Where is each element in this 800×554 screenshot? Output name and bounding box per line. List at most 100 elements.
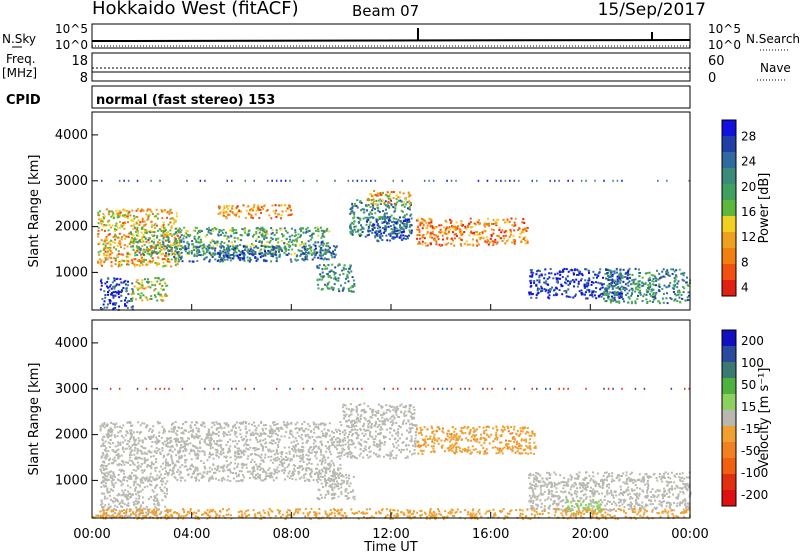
- power-cell: [247, 248, 250, 251]
- power-cell: [675, 269, 678, 272]
- power-cell: [488, 222, 490, 225]
- power-cell: [174, 240, 177, 243]
- power-cell: [270, 255, 273, 257]
- power-cell: [133, 217, 136, 220]
- power-cell: [618, 277, 621, 280]
- power-cell: [375, 230, 378, 233]
- power-cell: [667, 274, 670, 277]
- power-cell: [125, 304, 128, 307]
- velocity-cell: [133, 474, 135, 477]
- power-cell: [288, 235, 291, 238]
- velocity-cell: [207, 429, 210, 432]
- power-cell: [384, 225, 387, 227]
- power-cell: [627, 301, 630, 304]
- power-cell: [132, 234, 135, 237]
- power-cell: [397, 218, 400, 221]
- power-cell: [123, 260, 126, 262]
- power-cell: [652, 280, 655, 283]
- power-cell: [199, 229, 202, 232]
- power-cell: [271, 179, 273, 182]
- power-cell: [131, 228, 134, 231]
- power-cell: [625, 288, 628, 291]
- power-cell: [377, 231, 380, 233]
- power-cell: [347, 179, 350, 182]
- power-cell: [135, 222, 138, 225]
- power-cell: [586, 285, 589, 288]
- power-cell: [250, 250, 253, 253]
- power-cell: [137, 288, 139, 291]
- power-cell: [639, 272, 641, 274]
- power-cell: [245, 209, 248, 212]
- velocity-cell: [320, 430, 323, 433]
- power-cell: [119, 243, 122, 246]
- power-cell: [529, 275, 532, 278]
- power-cell: [522, 231, 525, 234]
- power-cell: [636, 297, 639, 300]
- velocity-cell: [258, 434, 261, 437]
- velocity-cell: [297, 472, 300, 475]
- power-cell: [104, 250, 107, 253]
- power-cell: [127, 256, 130, 259]
- power-cell: [150, 253, 153, 256]
- velocity-cell: [164, 467, 167, 470]
- velocity-cell: [170, 456, 173, 458]
- power-cell: [131, 288, 134, 290]
- power-cell: [584, 279, 587, 282]
- velocity-cell: [212, 421, 215, 424]
- velocity-cell: [298, 466, 301, 469]
- power-cell: [184, 245, 187, 248]
- velocity-cell: [137, 464, 140, 467]
- power-cell: [284, 204, 287, 207]
- power-cell: [583, 285, 586, 287]
- power-cell: [291, 243, 294, 246]
- power-cell: [151, 213, 154, 215]
- power-cell: [238, 215, 241, 218]
- power-cell: [223, 234, 226, 237]
- power-cell: [151, 234, 154, 237]
- power-cell: [147, 249, 150, 252]
- power-cell: [637, 294, 639, 297]
- power-cell: [467, 224, 470, 227]
- power-cell: [418, 229, 421, 232]
- power-cell: [98, 214, 101, 217]
- velocity-cell: [237, 480, 240, 483]
- power-cell: [180, 234, 183, 237]
- power-cell: [473, 231, 475, 234]
- power-cell: [308, 229, 311, 232]
- power-cell: [369, 211, 372, 214]
- power-cell: [158, 246, 161, 249]
- velocity-cell: [307, 458, 310, 461]
- power-cell: [267, 249, 270, 252]
- noise-tick-left-hi: 10^5: [55, 22, 88, 36]
- power-cell: [270, 249, 273, 252]
- power-cell: [170, 248, 173, 251]
- power-cell: [640, 285, 643, 288]
- power-cell: [460, 244, 463, 247]
- velocity-cell: [107, 436, 109, 439]
- power-cell: [561, 293, 564, 296]
- power-cell: [287, 248, 290, 251]
- power-cell: [304, 258, 307, 260]
- velocity-cell: [306, 433, 309, 436]
- power-cell: [105, 242, 108, 245]
- power-cell: [680, 272, 683, 275]
- velocity-cell: [299, 460, 302, 463]
- power-cell: [399, 216, 401, 219]
- power-cell: [486, 179, 489, 182]
- power-cell: [425, 227, 428, 230]
- power-cell: [458, 228, 461, 231]
- velocity-cell: [214, 467, 217, 470]
- power-cell: [508, 235, 511, 238]
- velocity-cell: [315, 423, 318, 426]
- power-cell: [567, 179, 569, 182]
- velocity-cell: [159, 453, 162, 456]
- power-cell: [198, 241, 201, 244]
- velocity-cell: [178, 473, 181, 476]
- power-cell: [256, 258, 259, 261]
- power-cell: [197, 230, 200, 232]
- velocity-cell: [179, 476, 182, 479]
- power-cell: [450, 220, 453, 223]
- power-cell: [320, 257, 323, 260]
- velocity-cell: [262, 439, 265, 442]
- power-cell: [524, 239, 527, 242]
